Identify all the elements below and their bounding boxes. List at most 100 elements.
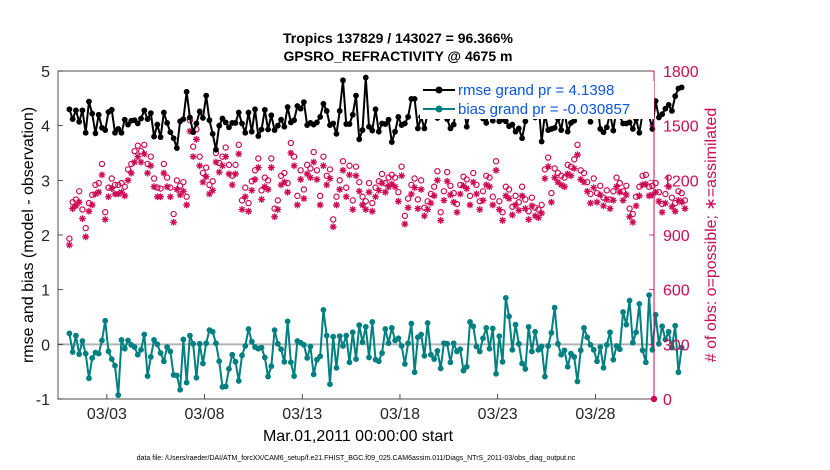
bias-point [73, 332, 79, 339]
obs-assimilated-marker [124, 176, 132, 184]
obs-assimilated-marker [580, 178, 588, 186]
rmse-point [659, 111, 666, 118]
bias-point [245, 326, 252, 332]
rmse-point [414, 125, 421, 132]
rmse-point [258, 126, 265, 133]
bias-point [545, 343, 552, 349]
obs-assimilated-marker [401, 220, 409, 228]
rmse-point [564, 128, 571, 135]
bias-point [226, 366, 232, 372]
bias-point [428, 351, 434, 358]
rmse-point [522, 118, 529, 125]
bias-point [577, 347, 584, 354]
bias-point [177, 386, 184, 393]
rmse-point [239, 120, 245, 127]
obs-assimilated-marker [453, 208, 461, 216]
obs-assimilated-marker [206, 190, 213, 198]
rmse-point [222, 119, 229, 126]
obs-assimilated-marker [434, 176, 441, 184]
bias-point [248, 338, 255, 345]
obs-assimilated-marker [518, 192, 526, 200]
obs-assimilated-marker [385, 183, 392, 191]
rmse-point [278, 116, 284, 123]
rmse-point [206, 117, 213, 124]
bias-point [444, 340, 451, 347]
obs-assimilated-marker [557, 181, 565, 189]
obs-assimilated-marker [486, 183, 493, 191]
legend-rmse-marker [435, 86, 443, 94]
obs-assimilated-marker [140, 150, 148, 158]
rmse-point [636, 129, 643, 136]
obs-assimilated-marker [665, 183, 673, 191]
obs-possible-marker [535, 206, 542, 213]
obs-assimilated-marker [267, 164, 275, 171]
obs-possible-marker [95, 179, 102, 187]
rmse-point [255, 133, 262, 139]
obs-possible-marker [548, 189, 555, 197]
x-tick-label: 03/18 [380, 406, 420, 423]
obs-assimilated-marker [639, 181, 647, 189]
obs-assimilated-marker [616, 188, 624, 196]
obs-assimilated-marker [609, 196, 617, 204]
obs-possible-marker [486, 174, 493, 181]
obs-assimilated-marker [619, 196, 627, 204]
rmse-point [587, 118, 594, 125]
x-tick-label: 03/28 [575, 406, 615, 423]
bias-point [274, 340, 281, 347]
obs-possible-marker [176, 182, 184, 189]
obs-assimilated-marker [577, 176, 585, 183]
obs-possible-marker [593, 189, 601, 197]
obs-assimilated-marker [127, 169, 135, 177]
obs-assimilated-marker [606, 205, 614, 212]
obs-possible-marker [128, 160, 135, 168]
x-tick-label: 03/23 [478, 406, 518, 423]
rmse-point [102, 127, 109, 133]
rmse-point [76, 118, 83, 125]
obs-assimilated-marker [548, 198, 555, 206]
obs-possible-marker [339, 157, 347, 165]
rmse-point [141, 107, 148, 114]
bias-point [310, 371, 317, 378]
obs-assimilated-marker [655, 197, 663, 205]
obs-assimilated-marker [160, 169, 168, 177]
obs-possible-marker [665, 174, 672, 181]
bias-point [584, 334, 591, 341]
obs-assimilated-marker [65, 241, 73, 249]
rmse-point [73, 107, 79, 114]
obs-possible-marker [616, 179, 624, 187]
y-right-tick-label: 1500 [663, 119, 699, 136]
rmse-point [385, 116, 392, 123]
rmse-point [600, 129, 607, 136]
obs-assimilated-marker [196, 162, 204, 170]
obs-assimilated-marker [245, 207, 252, 215]
rmse-point [160, 109, 167, 116]
obs-assimilated-marker [95, 188, 103, 196]
obs-assimilated-marker [225, 170, 233, 178]
obs-assimilated-marker [176, 191, 184, 199]
bias-point [151, 337, 157, 343]
obs-assimilated-marker [310, 158, 318, 166]
bias-point [235, 378, 242, 384]
bias-point [173, 372, 180, 379]
legend-box [420, 81, 654, 119]
obs-possible-marker [326, 166, 334, 173]
bias-point [180, 336, 187, 343]
obs-assimilated-marker [544, 163, 552, 171]
obs-possible-marker [248, 178, 255, 185]
rmse-point [353, 92, 359, 99]
obs-possible-marker [453, 200, 461, 208]
obs-assimilated-marker [375, 186, 383, 194]
rmse-point [489, 117, 496, 124]
obs-assimilated-marker [603, 196, 611, 203]
bias-point [108, 356, 115, 362]
obs-assimilated-marker [349, 206, 357, 213]
obs-possible-marker [245, 199, 252, 207]
rmse-point [314, 119, 320, 126]
bias-point [473, 343, 480, 350]
obs-assimilated-marker [430, 192, 438, 200]
obs-assimilated-marker [261, 183, 269, 191]
obs-possible-marker [258, 187, 265, 194]
bias-point [581, 325, 587, 331]
rmse-point [323, 108, 330, 114]
bias-point [646, 292, 653, 299]
